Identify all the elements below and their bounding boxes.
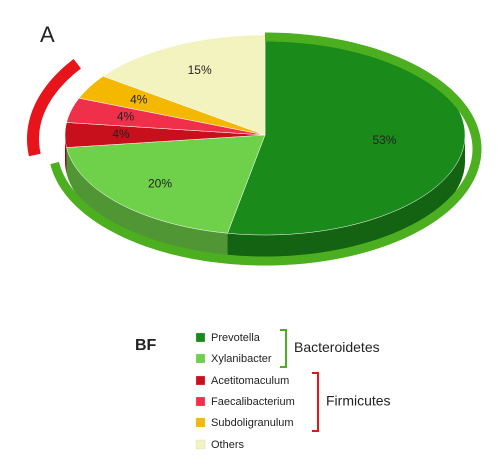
legend-title: BF bbox=[135, 337, 157, 354]
value-label: 4% bbox=[117, 109, 135, 123]
legend-swatch bbox=[195, 417, 206, 428]
group-bracket bbox=[312, 372, 319, 432]
slice-side bbox=[65, 135, 67, 174]
slice bbox=[66, 97, 266, 136]
value-label: 15% bbox=[188, 63, 212, 77]
value-label: 4% bbox=[112, 127, 130, 141]
slice bbox=[64, 122, 266, 148]
panel-label: A bbox=[40, 22, 55, 47]
value-label: 20% bbox=[148, 176, 172, 190]
value-label: 53% bbox=[372, 133, 396, 147]
slice bbox=[78, 75, 266, 136]
legend-swatch bbox=[195, 396, 206, 407]
group-ring bbox=[50, 32, 482, 266]
group-bracket bbox=[280, 329, 287, 368]
legend-label: Acetitomaculum bbox=[211, 375, 289, 387]
slice bbox=[102, 34, 266, 136]
group-ring bbox=[27, 59, 81, 157]
legend-label: Xylanibacter bbox=[211, 353, 272, 365]
legend-label: Prevotella bbox=[211, 332, 261, 344]
slice-side bbox=[66, 147, 228, 260]
group-label: Bacteroidetes bbox=[294, 339, 380, 355]
slice bbox=[66, 134, 266, 234]
legend-label: Faecalibacterium bbox=[211, 396, 295, 408]
legend-label: Others bbox=[211, 439, 245, 451]
legend-swatch bbox=[195, 353, 206, 364]
value-label: 4% bbox=[130, 92, 148, 106]
legend-swatch bbox=[195, 439, 206, 450]
legend-swatch bbox=[195, 332, 206, 343]
legend-label: Subdoligranulum bbox=[211, 417, 294, 429]
group-label: Firmicutes bbox=[326, 393, 391, 409]
legend-swatch bbox=[195, 375, 206, 386]
